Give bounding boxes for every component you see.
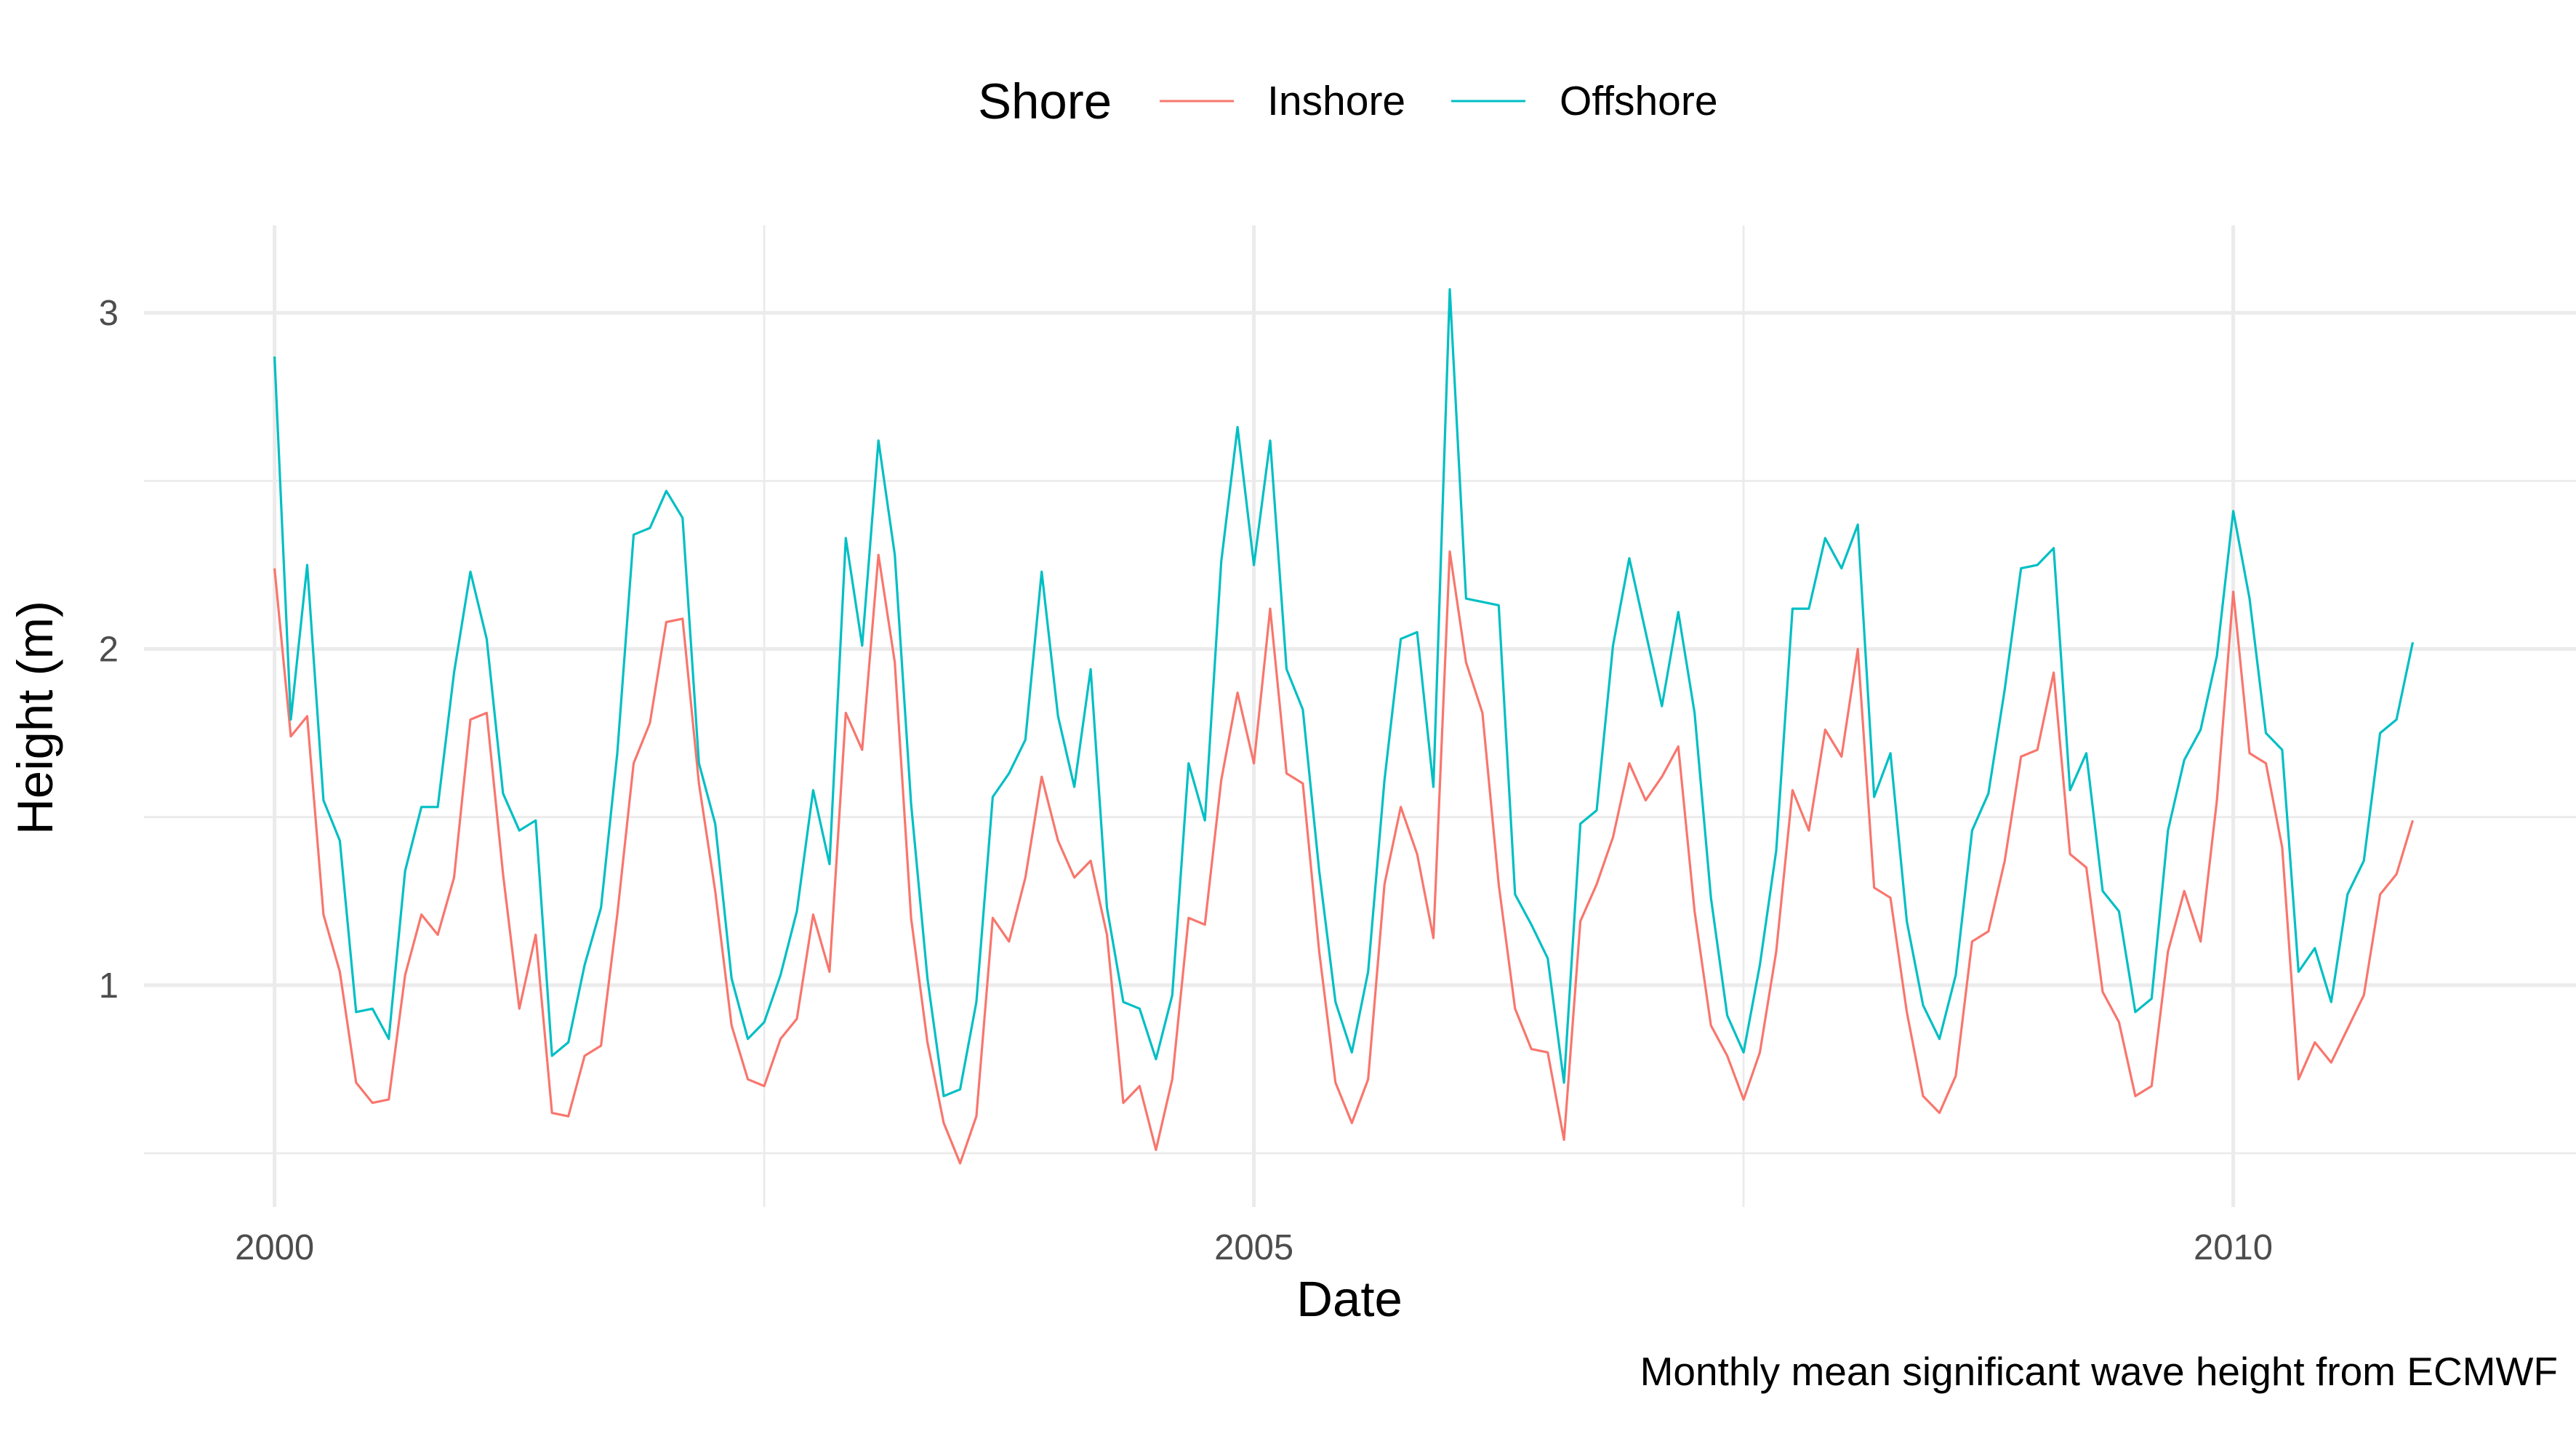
y-axis-ticks: 1 2 3 [99,294,119,1006]
y-tick-label: 1 [99,966,119,1006]
x-tick-label: 2000 [235,1228,314,1267]
series-line-inshore [273,550,2415,1165]
series-layer [273,288,2415,1165]
legend-label-offshore: Offshore [1560,78,1718,124]
y-axis-title: Height (m) [7,601,63,835]
legend: Shore Inshore Offshore [978,73,1718,129]
x-tick-label: 2005 [1214,1228,1293,1267]
y-tick-label: 2 [99,630,119,670]
chart-caption: Monthly mean significant wave height fro… [1640,1349,2558,1394]
legend-label-inshore: Inshore [1267,78,1405,124]
grid-layer [144,225,2576,1207]
x-axis-ticks: 2000 2005 2010 [235,1228,2273,1267]
series-line-offshore [273,288,2415,1098]
y-tick-label: 3 [99,294,119,333]
legend-title: Shore [978,73,1112,129]
x-tick-label: 2010 [2194,1228,2273,1267]
x-axis-title: Date [1296,1271,1403,1327]
